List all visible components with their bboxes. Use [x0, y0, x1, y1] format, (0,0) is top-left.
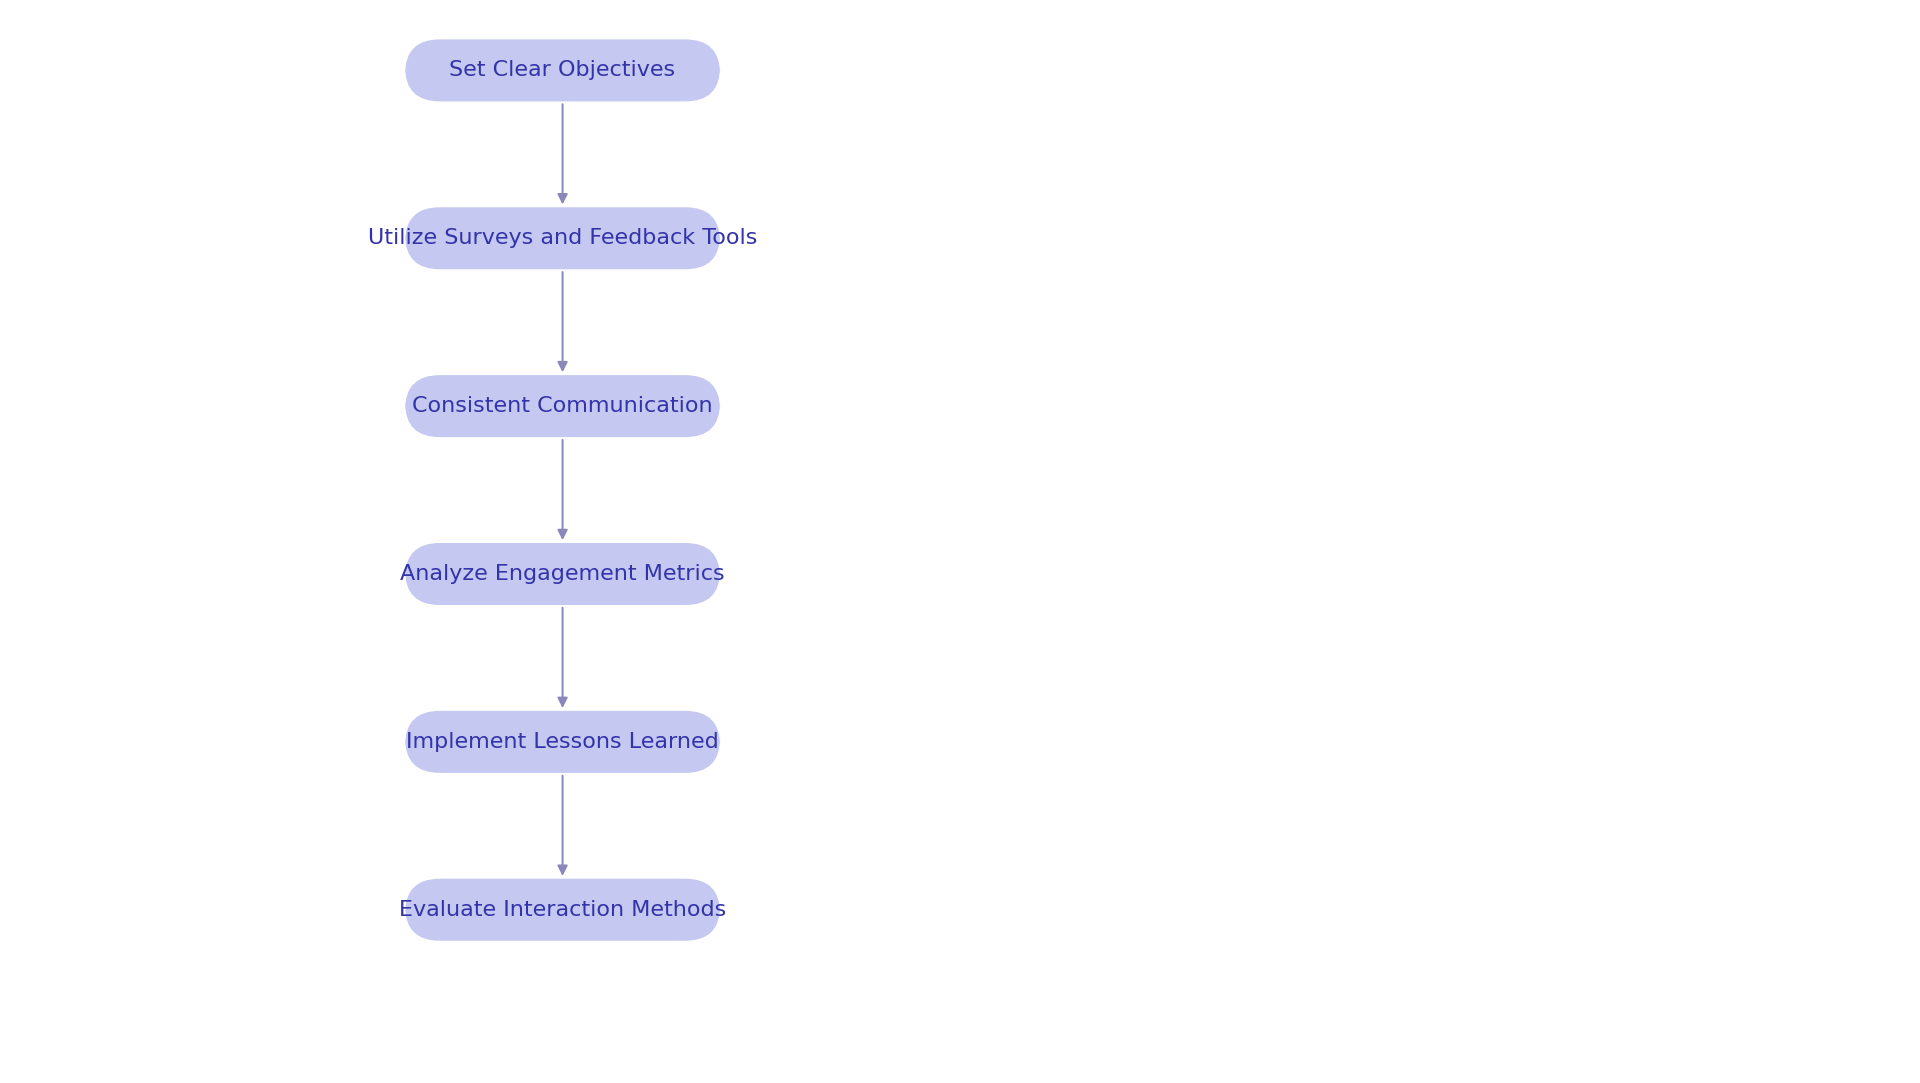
Text: Evaluate Interaction Methods: Evaluate Interaction Methods — [399, 900, 726, 919]
Text: Consistent Communication: Consistent Communication — [413, 396, 712, 416]
Text: Analyze Engagement Metrics: Analyze Engagement Metrics — [399, 564, 726, 584]
FancyBboxPatch shape — [405, 878, 720, 941]
Text: Implement Lessons Learned: Implement Lessons Learned — [407, 732, 718, 752]
FancyBboxPatch shape — [405, 710, 720, 773]
FancyBboxPatch shape — [405, 207, 720, 270]
FancyBboxPatch shape — [405, 375, 720, 438]
Text: Utilize Surveys and Feedback Tools: Utilize Surveys and Feedback Tools — [369, 229, 756, 248]
FancyBboxPatch shape — [405, 543, 720, 605]
Text: Set Clear Objectives: Set Clear Objectives — [449, 61, 676, 80]
FancyBboxPatch shape — [405, 39, 720, 102]
